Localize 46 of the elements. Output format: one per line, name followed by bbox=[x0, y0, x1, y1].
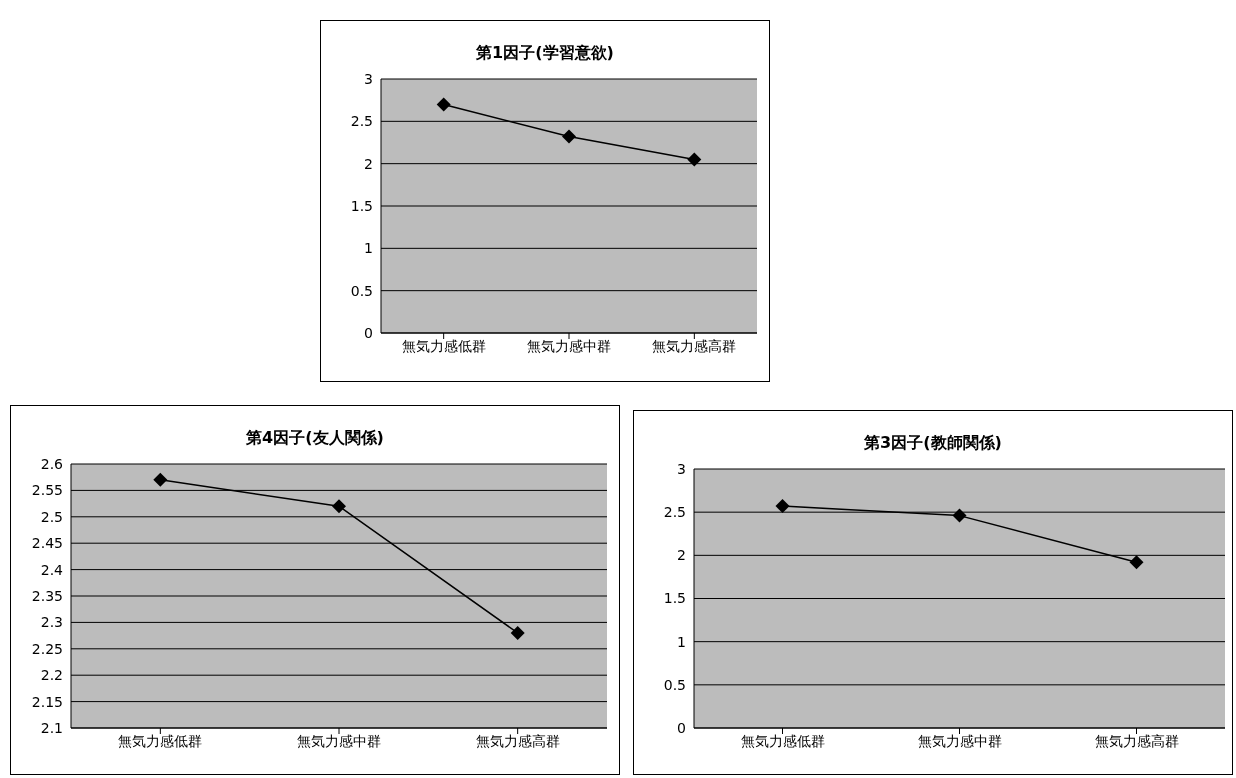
y-tick-label: 0.5 bbox=[663, 676, 686, 693]
point bbox=[775, 499, 790, 514]
y-tick-label: 1 bbox=[677, 633, 686, 650]
chart-title: 第1因子(学習意欲) bbox=[475, 43, 615, 64]
point bbox=[1129, 555, 1144, 570]
y-tick-label: 2 bbox=[677, 547, 686, 564]
point bbox=[952, 508, 967, 523]
y-tick-label: 0 bbox=[677, 719, 686, 736]
y-tick-label: 2.6 bbox=[40, 455, 64, 472]
chart-title: 第3因子(教師関係) bbox=[863, 433, 1003, 454]
y-tick-label: 2.2 bbox=[40, 667, 63, 684]
point bbox=[687, 152, 702, 167]
y-tick-label: 1 bbox=[364, 240, 373, 257]
y-tick-label: 3 bbox=[364, 70, 373, 87]
y-tick-label: 2.3 bbox=[40, 614, 63, 631]
y-tick-label: 2 bbox=[364, 155, 373, 172]
y-tick-label: 3 bbox=[677, 460, 686, 477]
y-tick-label: 2.45 bbox=[31, 535, 63, 552]
point bbox=[153, 472, 168, 487]
y-tick-label: 2.5 bbox=[40, 508, 63, 525]
y-tick-label: 2.55 bbox=[31, 482, 63, 499]
y-tick-label: 1.5 bbox=[663, 590, 686, 607]
point bbox=[332, 499, 346, 514]
y-tick-label: 0 bbox=[364, 324, 373, 341]
x-tick-label: 無気力感低群 bbox=[740, 732, 825, 749]
y-tick-label: 2.1 bbox=[40, 719, 63, 736]
y-tick-label: 1.5 bbox=[350, 197, 373, 214]
point bbox=[562, 129, 576, 144]
y-tick-label: 2.4 bbox=[40, 561, 64, 578]
x-tick-label: 無気力感高群 bbox=[652, 337, 737, 354]
x-tick-label: 無気力感低群 bbox=[401, 337, 486, 354]
x-tick-label: 無気力感中群 bbox=[917, 732, 1002, 749]
point bbox=[510, 625, 525, 640]
point bbox=[436, 97, 451, 112]
x-tick-label: 無気力感中群 bbox=[297, 732, 381, 749]
x-tick-label: 無気力感中群 bbox=[527, 337, 611, 354]
y-tick-label: 2.25 bbox=[31, 640, 63, 657]
x-tick-label: 無気力感低群 bbox=[118, 732, 203, 749]
y-tick-label: 2.35 bbox=[31, 587, 63, 604]
y-tick-label: 2.5 bbox=[663, 504, 686, 521]
x-tick-label: 無気力感高群 bbox=[1094, 732, 1179, 749]
y-tick-label: 2.5 bbox=[350, 113, 373, 130]
chart-title: 第4因子(友人関係) bbox=[245, 428, 385, 449]
x-tick-label: 無気力感高群 bbox=[475, 732, 560, 749]
y-tick-label: 2.15 bbox=[31, 693, 63, 710]
y-tick-label: 0.5 bbox=[350, 282, 373, 299]
